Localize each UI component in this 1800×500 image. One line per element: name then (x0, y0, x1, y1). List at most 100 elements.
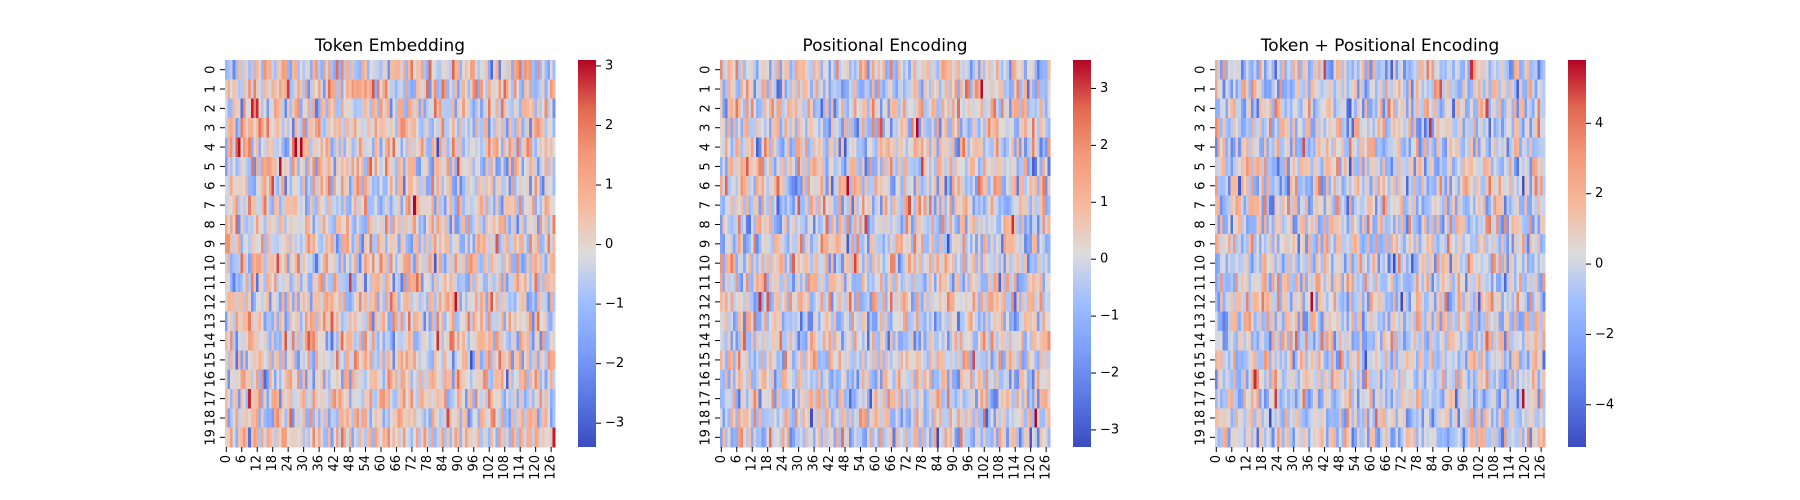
heatmap-cell (544, 195, 548, 216)
heatmap-cell (823, 195, 827, 216)
heatmap-cell (908, 195, 912, 216)
heatmap-cell (534, 98, 538, 119)
heatmap-cell (438, 137, 442, 158)
heatmap-cell (325, 118, 329, 138)
heatmap-cell (933, 272, 937, 293)
heatmap-cell (302, 253, 306, 274)
heatmap-cell (451, 311, 455, 332)
heatmap-cell (529, 60, 533, 80)
heatmap-cell (885, 137, 888, 158)
heatmap-cell (774, 79, 778, 99)
heatmap-cell (382, 156, 386, 177)
heatmap-cell (750, 98, 754, 119)
heatmap-cell (441, 408, 445, 428)
heatmap-cell (322, 427, 326, 448)
heatmap-cell (467, 234, 471, 254)
heatmap-cell (768, 292, 772, 312)
heatmap-cell (263, 79, 267, 99)
heatmap-cell (727, 214, 731, 235)
heatmap-cell (400, 330, 404, 351)
heatmap-cell (320, 427, 324, 448)
heatmap-cell (413, 350, 417, 370)
heatmap-cell (552, 408, 556, 428)
heatmap-cell (493, 292, 497, 312)
heatmap-cell (420, 137, 424, 158)
heatmap-cell (885, 253, 888, 274)
heatmap-cell (359, 60, 362, 80)
heatmap-cell (720, 79, 723, 99)
heatmap-cell (366, 118, 370, 138)
heatmap-cell (310, 369, 313, 390)
heatmap-cell (877, 60, 881, 80)
heatmap-cell (333, 60, 337, 80)
heatmap-cell (544, 330, 548, 351)
heatmap-cell (836, 214, 839, 235)
heatmap-cell (1019, 98, 1022, 119)
heatmap-cell (799, 79, 803, 99)
heatmap-cell (426, 118, 429, 138)
heatmap-cell (464, 311, 468, 332)
heatmap-cell (928, 60, 932, 80)
heatmap-cell (325, 292, 329, 312)
heatmap-cell (1034, 79, 1038, 99)
heatmap-cell (464, 427, 468, 448)
heatmap-cell (377, 427, 380, 448)
heatmap-cell (480, 311, 484, 332)
heatmap-cell (333, 408, 337, 428)
heatmap-cell (720, 156, 723, 177)
heatmap-cell (936, 176, 940, 196)
heatmap-cell (276, 253, 280, 274)
heatmap-cell (513, 330, 517, 351)
heatmap-cell (335, 253, 339, 274)
heatmap-cell (722, 350, 726, 370)
heatmap-cell (341, 311, 344, 332)
heatmap-cell (438, 195, 442, 216)
heatmap-cell (1031, 330, 1035, 351)
heatmap-cell (423, 234, 427, 254)
heatmap-cell (885, 156, 888, 177)
heatmap-cell (887, 214, 891, 235)
heatmap-cell (993, 272, 997, 293)
heatmap-cell (756, 98, 759, 119)
heatmap-cell (923, 60, 927, 80)
heatmap-cell (273, 234, 277, 254)
heatmap-cell (859, 176, 863, 196)
heatmap-cell (802, 195, 806, 216)
heatmap-cell (405, 79, 409, 99)
heatmap-cell (1006, 253, 1010, 274)
heatmap-cell (467, 79, 471, 99)
heatmap-cell (462, 176, 466, 196)
heatmap-cell (322, 408, 326, 428)
heatmap-cell (859, 137, 863, 158)
heatmap-cell (477, 234, 481, 254)
heatmap-cell (797, 60, 801, 80)
heatmap-cell (936, 234, 940, 254)
heatmap-cell (549, 408, 553, 428)
heatmap-cell (281, 292, 285, 312)
heatmap-cell (511, 156, 515, 177)
heatmap-cell (506, 408, 509, 428)
heatmap-cell (273, 79, 277, 99)
heatmap-cell (815, 388, 819, 409)
heatmap-cell (797, 388, 801, 409)
heatmap-cell (866, 156, 870, 177)
heatmap-cell (402, 214, 406, 235)
heatmap-cell (1024, 388, 1028, 409)
heatmap-cell (977, 137, 981, 158)
heatmap-cell (730, 369, 734, 390)
heatmap-cell (774, 330, 778, 351)
heatmap-cell (1031, 195, 1035, 216)
heatmap-cell (405, 118, 409, 138)
heatmap-cell (312, 369, 316, 390)
heatmap-cell (946, 98, 950, 119)
heatmap-cell (531, 350, 535, 370)
heatmap-cell (866, 292, 870, 312)
heatmap-cell (485, 369, 489, 390)
heatmap-cell (268, 253, 272, 274)
heatmap-cell (384, 350, 388, 370)
heatmap-cell (534, 427, 538, 448)
heatmap-cell (333, 79, 337, 99)
heatmap-cell (936, 118, 940, 138)
heatmap-cell (908, 214, 912, 235)
heatmap-cell (431, 234, 435, 254)
